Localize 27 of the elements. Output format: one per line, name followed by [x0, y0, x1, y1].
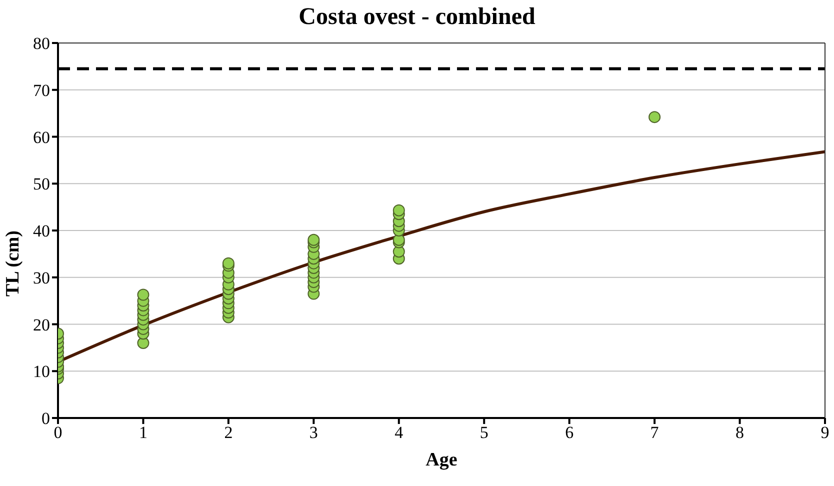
- x-tick-label: 1: [138, 423, 148, 442]
- y-tick-label: 30: [33, 268, 50, 288]
- x-tick-label: 6: [565, 423, 574, 442]
- point: [648, 111, 661, 124]
- x-tick-label: 7: [650, 423, 660, 442]
- x-tick-label: 8: [736, 423, 744, 442]
- y-tick-label: 10: [33, 362, 50, 382]
- point: [222, 257, 234, 270]
- x-tick-label: 5: [480, 423, 488, 442]
- point: [392, 204, 405, 216]
- y-tick-label: 50: [33, 174, 50, 194]
- y-tick-label: 40: [33, 222, 50, 241]
- y-axis-title: TL (cm): [2, 230, 24, 296]
- chart-title: Costa ovest - combined: [298, 4, 536, 31]
- y-tick-label: 60: [33, 128, 50, 147]
- x-tick-label: 4: [394, 423, 404, 442]
- y-tick-label: 80: [33, 34, 50, 54]
- x-tick-label: 0: [54, 423, 62, 442]
- y-tick-label: 0: [42, 409, 50, 428]
- x-tick-label: 9: [820, 423, 830, 442]
- point: [137, 288, 150, 301]
- x-axis-title: Age: [426, 449, 458, 470]
- x-tick-label: 2: [224, 423, 233, 442]
- point: [308, 234, 320, 246]
- x-tick-label: 3: [309, 423, 318, 442]
- y-tick-label: 20: [33, 315, 50, 334]
- y-tick-label: 70: [33, 80, 50, 100]
